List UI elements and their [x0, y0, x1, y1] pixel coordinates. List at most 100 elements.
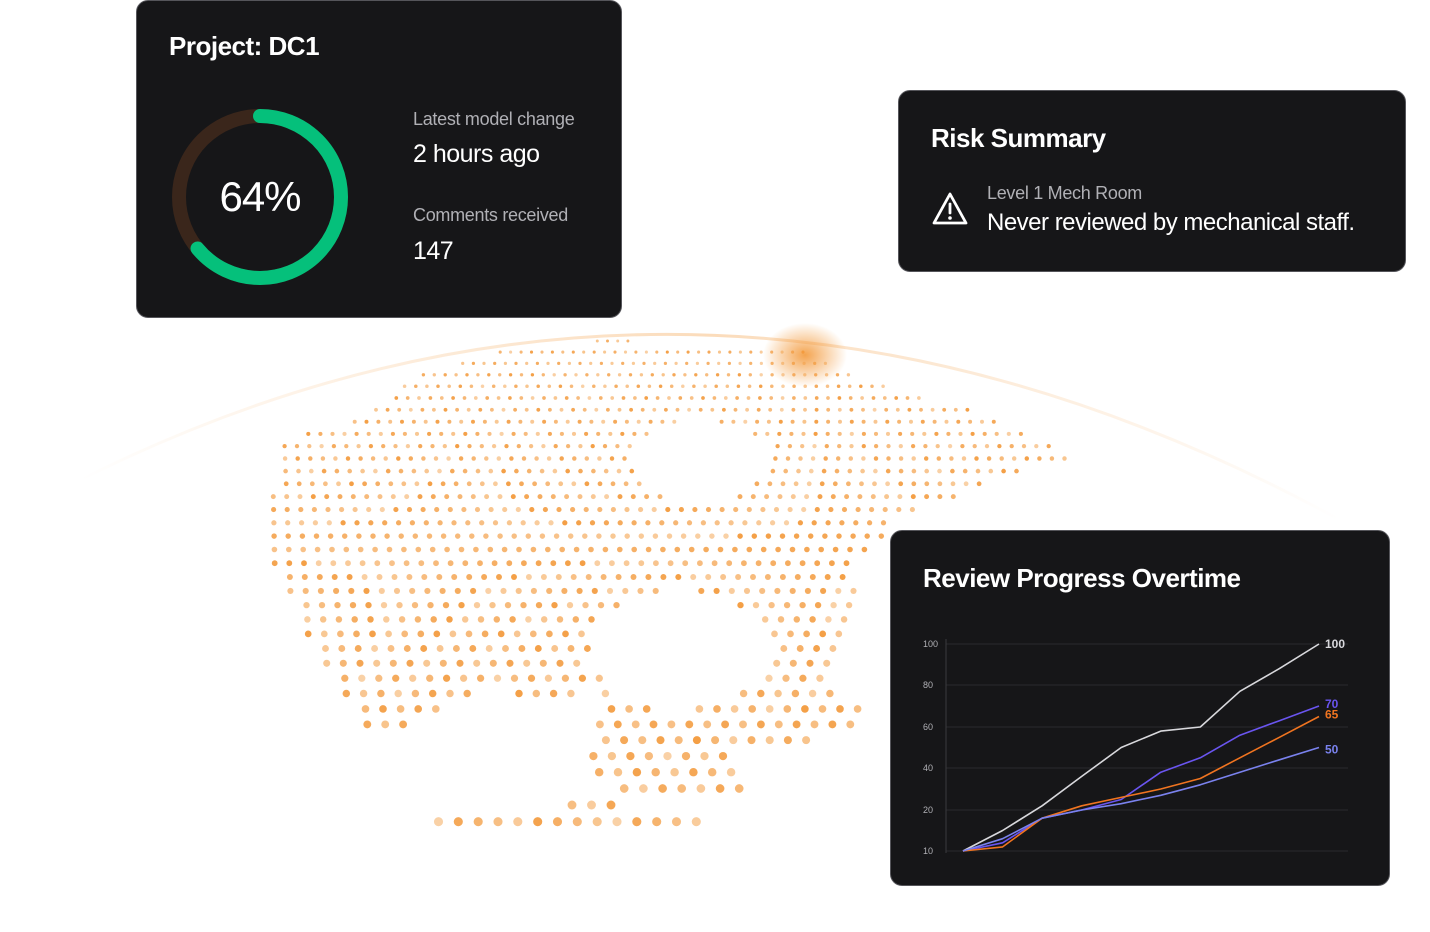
map-dot	[746, 507, 752, 513]
map-dot	[559, 407, 564, 412]
map-dot	[804, 546, 810, 553]
map-dot	[613, 350, 617, 354]
map-dot	[535, 431, 540, 436]
map-dot	[988, 468, 994, 474]
map-dot	[371, 645, 379, 652]
map-dot	[759, 373, 763, 377]
map-dot	[849, 443, 854, 449]
map-dot	[424, 468, 430, 474]
map-dot	[778, 419, 783, 424]
map-dot	[353, 630, 360, 638]
map-dot	[470, 587, 477, 594]
map-dot	[961, 456, 967, 461]
map-dot	[781, 384, 785, 389]
map-dot	[773, 456, 778, 461]
map-dot	[565, 419, 570, 424]
map-dot	[739, 720, 747, 729]
map-dot	[642, 705, 651, 713]
map-dot	[680, 533, 687, 539]
comments-value: 147	[413, 237, 454, 265]
map-dot	[349, 481, 354, 487]
risk-location: Level 1 Mech Room	[987, 183, 1142, 203]
map-dot	[493, 616, 501, 623]
map-dot	[960, 443, 965, 449]
map-dot	[803, 373, 807, 377]
map-dot	[804, 494, 810, 500]
map-dot	[660, 546, 666, 553]
map-dot	[572, 456, 577, 461]
map-dot	[322, 645, 329, 652]
map-dot	[420, 407, 425, 412]
map-dot	[713, 587, 720, 594]
map-dot	[432, 373, 436, 377]
map-dot	[382, 520, 388, 526]
map-dot	[447, 384, 451, 389]
map-dot	[607, 705, 616, 713]
map-dot	[477, 560, 483, 567]
map-dot	[409, 587, 416, 594]
map-dot	[937, 494, 943, 500]
map-dot	[791, 407, 796, 412]
map-dot	[653, 560, 659, 567]
map-dot	[363, 587, 370, 594]
map-dot	[532, 689, 541, 698]
map-dot	[519, 481, 524, 487]
map-dot	[738, 350, 742, 354]
map-dot	[707, 350, 711, 354]
map-dot	[467, 443, 472, 449]
map-dot	[454, 373, 458, 377]
map-dot	[341, 674, 349, 682]
map-dot	[571, 407, 576, 412]
map-dot	[624, 419, 629, 424]
map-dot	[544, 546, 551, 553]
map-dot	[542, 507, 548, 513]
map-dot	[474, 507, 481, 513]
map-dot	[553, 419, 558, 424]
map-dot	[337, 494, 343, 500]
map-dot	[787, 507, 793, 513]
map-dot	[501, 407, 506, 412]
map-dot	[487, 431, 492, 436]
map-dot	[409, 674, 417, 682]
map-dot	[920, 419, 925, 424]
map-dot	[440, 533, 447, 539]
map-dot	[477, 616, 485, 623]
map-dot	[911, 456, 916, 461]
map-dot	[508, 373, 513, 377]
map-dot	[556, 507, 562, 513]
map-dot	[578, 443, 583, 449]
map-dot	[605, 407, 610, 412]
map-dot	[944, 419, 949, 424]
map-dot	[986, 456, 992, 461]
map-dot	[591, 587, 598, 594]
map-dot	[391, 574, 398, 580]
map-dot	[726, 560, 733, 567]
map-dot	[849, 431, 854, 436]
map-dot	[603, 384, 607, 389]
map-dot	[824, 443, 829, 449]
map-dot	[982, 431, 987, 436]
map-dot	[803, 630, 810, 638]
map-dot	[424, 587, 431, 594]
map-dot	[420, 645, 428, 652]
map-dot	[403, 560, 410, 567]
map-dot	[631, 720, 640, 729]
map-dot	[736, 384, 741, 389]
map-dot	[923, 456, 929, 461]
map-dot	[563, 373, 567, 377]
map-dot	[351, 616, 358, 623]
map-dot	[312, 520, 319, 526]
map-dot	[510, 674, 519, 682]
map-dot	[385, 407, 390, 412]
map-dot	[520, 601, 527, 609]
map-dot	[770, 373, 774, 377]
map-dot	[375, 481, 381, 487]
map-dot	[826, 689, 834, 698]
map-dot	[759, 361, 764, 366]
map-dot	[417, 396, 421, 400]
map-dot	[614, 384, 618, 389]
map-dot	[535, 361, 540, 366]
map-dot	[603, 468, 609, 474]
map-dot	[623, 481, 629, 487]
map-dot	[661, 373, 665, 377]
